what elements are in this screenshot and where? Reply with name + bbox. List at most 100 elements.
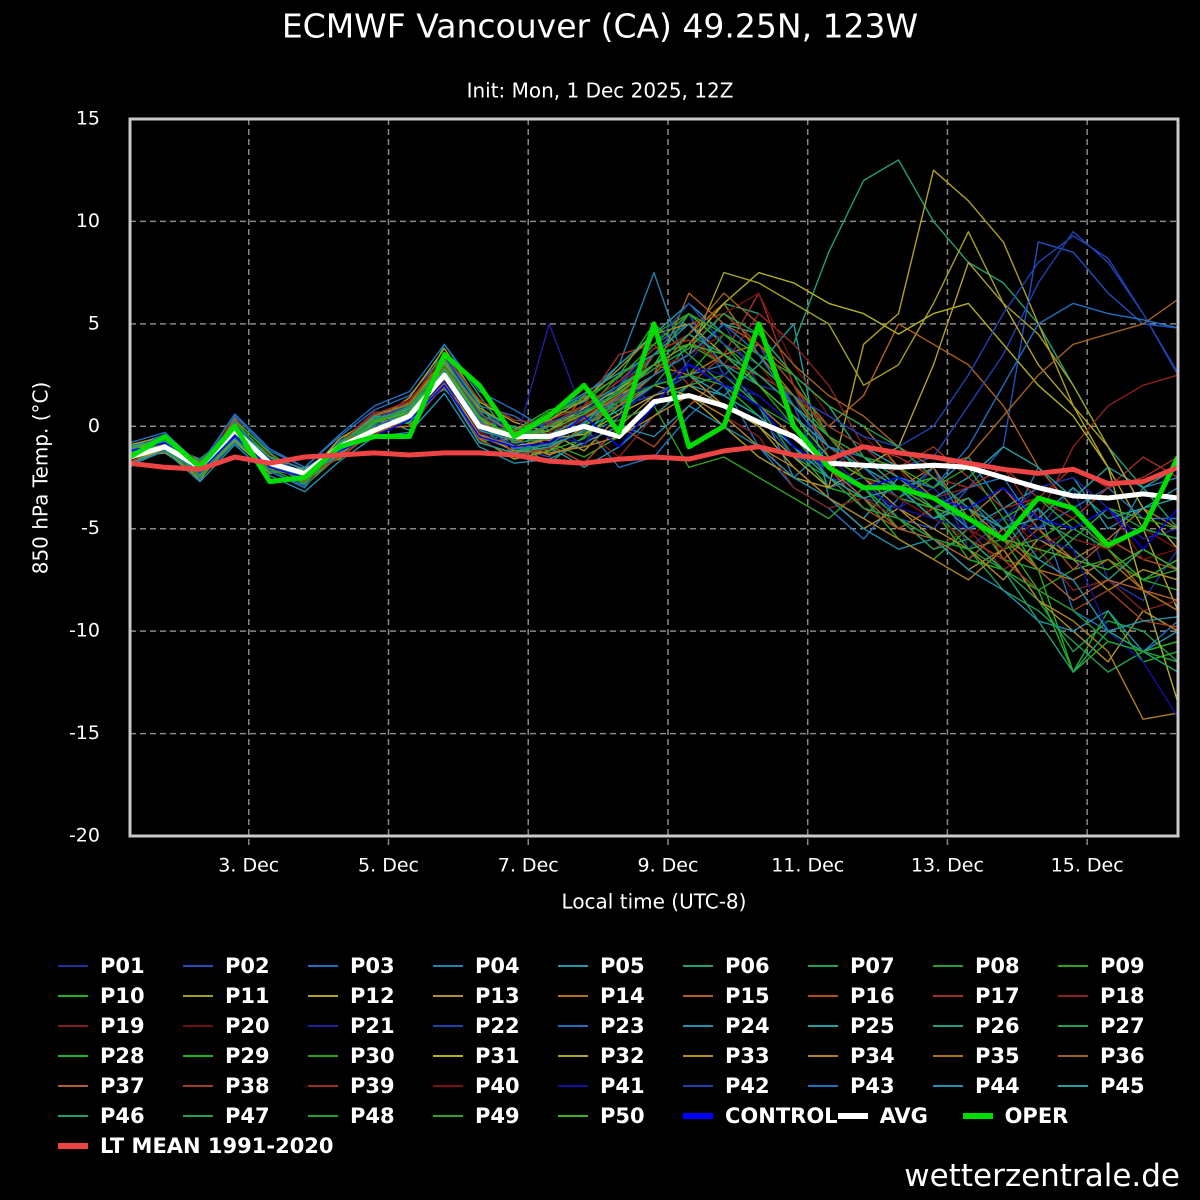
legend-item: P23	[558, 1011, 683, 1041]
legend-label: P43	[850, 1074, 895, 1098]
series-line	[130, 302, 1178, 489]
legend-swatch	[433, 1085, 463, 1087]
legend-swatch	[683, 995, 713, 997]
legend-item: P36	[1058, 1041, 1183, 1071]
legend-label: P26	[975, 1014, 1020, 1038]
legend-label: P28	[100, 1044, 145, 1068]
legend-label: P27	[1100, 1014, 1145, 1038]
legend-label: P25	[850, 1014, 895, 1038]
legend-item: P28	[58, 1041, 183, 1071]
series-line	[130, 374, 1178, 530]
legend-swatch	[683, 1113, 713, 1119]
legend-label: P08	[975, 954, 1020, 978]
legend-label: P07	[850, 954, 895, 978]
legend-label: P50	[600, 1104, 645, 1128]
legend-label: AVG	[879, 1104, 928, 1128]
legend-item: P18	[1058, 981, 1183, 1011]
legend-swatch	[183, 1085, 213, 1087]
chart: ECMWF Vancouver (CA) 49.25N, 123W Init: …	[29, 7, 1180, 914]
legend-item: P09	[1058, 951, 1183, 981]
legend-item: P17	[933, 981, 1058, 1011]
series-line	[130, 444, 1178, 487]
series-line	[130, 292, 1178, 483]
series-line	[130, 323, 1178, 581]
legend-swatch	[558, 1055, 588, 1057]
legend-swatch	[933, 1055, 963, 1057]
chart-subtitle: Init: Mon, 1 Dec 2025, 12Z	[467, 79, 734, 103]
watermark: wetterzentrale.de	[904, 1158, 1180, 1194]
legend-item: P05	[558, 951, 683, 981]
legend-item: P50	[558, 1101, 683, 1131]
legend-label: CONTROL	[725, 1104, 838, 1128]
legend-swatch	[933, 1025, 963, 1027]
x-tick-label: 15. Dec	[1051, 855, 1124, 877]
legend-label: P49	[475, 1104, 520, 1128]
legend-label: P17	[975, 984, 1020, 1008]
legend-swatch	[808, 965, 838, 967]
legend-item: P06	[683, 951, 808, 981]
legend-item: P08	[933, 951, 1058, 981]
series-line	[130, 364, 1178, 718]
series-line	[130, 366, 1178, 663]
legend-item: P03	[308, 951, 433, 981]
legend-swatch	[183, 965, 213, 967]
legend-swatch	[308, 1115, 338, 1117]
series-line	[130, 321, 1178, 548]
y-tick-label: 10	[76, 210, 100, 232]
legend-swatch	[683, 965, 713, 967]
legend-label: P37	[100, 1074, 145, 1098]
x-tick-label: 7. Dec	[498, 855, 559, 877]
legend-item: P46	[58, 1101, 183, 1131]
legend-item: P40	[433, 1071, 558, 1101]
legend-swatch	[683, 1025, 713, 1027]
legend-swatch	[1058, 1055, 1088, 1057]
legend-swatch	[433, 995, 463, 997]
legend-label: P42	[725, 1074, 770, 1098]
x-tick-label: 3. Dec	[218, 855, 279, 877]
legend-label: P03	[350, 954, 395, 978]
legend-item: P41	[558, 1071, 683, 1101]
legend-swatch	[433, 965, 463, 967]
legend-swatch	[1058, 1025, 1088, 1027]
legend-label: P39	[350, 1074, 395, 1098]
legend-swatch	[58, 995, 88, 997]
legend-label: P05	[600, 954, 645, 978]
legend-swatch	[962, 1113, 993, 1119]
legend-swatch	[433, 1025, 463, 1027]
legend: P01 P02 P03 P04 P05 P06 P07 P08 P09 P10 P11 P12 P13 P…	[58, 951, 1183, 1161]
legend-item: P27	[1058, 1011, 1183, 1041]
legend-label: P41	[600, 1074, 645, 1098]
legend-label: P14	[600, 984, 645, 1008]
plot-frame	[128, 117, 1180, 838]
legend-swatch	[558, 1025, 588, 1027]
legend-label: P38	[225, 1074, 270, 1098]
legend-swatch	[933, 1085, 963, 1087]
legend-swatch	[558, 995, 588, 997]
legend-item: P07	[808, 951, 933, 981]
x-axis-label: Local time (UTC-8)	[562, 890, 747, 914]
legend-item: P24	[683, 1011, 808, 1041]
x-tick-label: 11. Dec	[771, 855, 844, 877]
legend-label: P46	[100, 1104, 145, 1128]
legend-item: P22	[433, 1011, 558, 1041]
legend-swatch	[1058, 1085, 1088, 1087]
legend-swatch	[308, 995, 338, 997]
legend-swatch	[808, 1085, 838, 1087]
legend-item: P44	[933, 1071, 1058, 1101]
legend-item: P42	[683, 1071, 808, 1101]
legend-swatch	[837, 1113, 868, 1119]
legend-label: P31	[475, 1044, 520, 1068]
legend-label: P45	[1100, 1074, 1145, 1098]
legend-item: P39	[308, 1071, 433, 1101]
y-tick-label: 15	[76, 108, 100, 130]
y-tick-label: -20	[69, 825, 100, 847]
legend-swatch	[308, 1025, 338, 1027]
legend-item: P16	[808, 981, 933, 1011]
legend-label: P30	[350, 1044, 395, 1068]
legend-label: P15	[725, 984, 770, 1008]
legend-item: P26	[933, 1011, 1058, 1041]
legend-label: P18	[1100, 984, 1145, 1008]
legend-item: P25	[808, 1011, 933, 1041]
legend-item: P48	[308, 1101, 433, 1131]
